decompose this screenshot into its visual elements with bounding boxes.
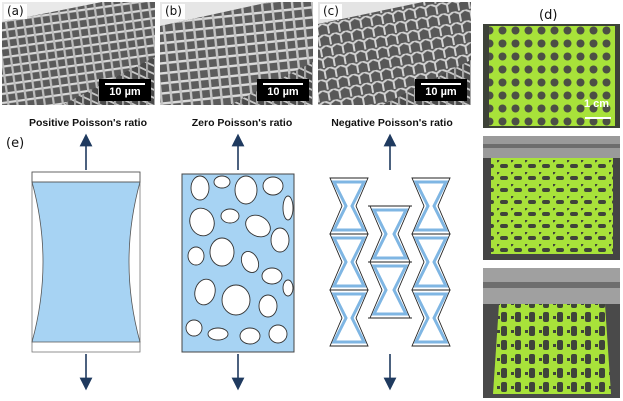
positive-poisson-diagram xyxy=(31,171,141,353)
scale-bar-line xyxy=(421,83,461,85)
panel-label-a: (a) xyxy=(4,4,27,19)
scale-bar-line xyxy=(263,83,303,85)
green-lattice-clamped xyxy=(483,136,620,260)
negative-poisson-diagram xyxy=(329,177,451,347)
green-lattice-stretched xyxy=(483,268,620,398)
panel-label-c: (c) xyxy=(320,4,342,19)
photo-lattice-stretched xyxy=(483,268,620,398)
caption-positive: Positive Poisson's ratio xyxy=(28,117,148,129)
scale-bar-d-line xyxy=(585,117,611,119)
sem-image-c: (c) 10 µm xyxy=(318,2,471,105)
panel-label-d: (d) xyxy=(536,8,561,23)
panel-label-e: (e) xyxy=(6,136,25,151)
panel-label-b: (b) xyxy=(162,4,185,19)
scale-bar-b: 10 µm xyxy=(257,79,309,101)
scale-bar-text: 10 µm xyxy=(267,86,299,98)
scale-bar-text: 10 µm xyxy=(425,86,457,98)
sem-image-b: (b) 10 µm xyxy=(160,2,313,105)
sem-image-a: (a) 10 µm xyxy=(2,2,155,105)
poisson-diagrams xyxy=(31,133,451,391)
photo-lattice-initial: 1 cm xyxy=(483,24,620,128)
scale-bar-c: 10 µm xyxy=(415,79,467,101)
caption-zero: Zero Poisson's ratio xyxy=(191,117,293,129)
photo-lattice-clamped xyxy=(483,136,620,260)
scale-bar-d-text: 1 cm xyxy=(584,98,610,110)
scale-bar-a: 10 µm xyxy=(99,79,151,101)
scale-bar-line xyxy=(105,83,145,85)
zero-poisson-diagram xyxy=(181,173,295,353)
caption-negative: Negative Poisson's ratio xyxy=(331,117,453,129)
green-lattice-initial xyxy=(483,24,620,128)
scale-bar-text: 10 µm xyxy=(109,86,141,98)
